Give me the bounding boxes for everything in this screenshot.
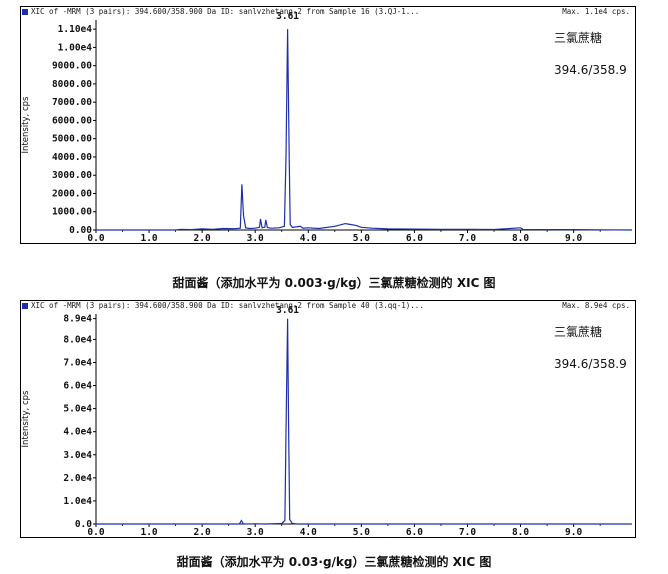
x-tick-label: 3.0	[247, 233, 264, 244]
x-tick-label: 1.0	[140, 233, 157, 244]
compound-name-annotation: 三氯蔗糖	[554, 324, 602, 339]
panel-frame	[20, 300, 636, 538]
y-tick-label: 1000.00	[52, 207, 92, 218]
figure-caption-2: 甜面酱（添加水平为 0.03·g/kg）三氯蔗糖检测的 XIC 图	[176, 555, 492, 569]
y-tick-label: 6.0e4	[63, 381, 92, 392]
x-tick-label: 2.0	[194, 527, 211, 538]
x-tick-label: 0.0	[87, 527, 104, 538]
y-tick-label: 1.10e4	[58, 24, 93, 35]
x-tick-label: 9.0	[565, 233, 582, 244]
y-axis-label: Intensity, cps	[21, 390, 31, 447]
y-tick-label: 3.0e4	[63, 450, 92, 461]
y-tick-label: 2000.00	[52, 188, 92, 199]
series-line	[96, 29, 633, 231]
max-intensity-label: Max. 8.9e4 cps.	[562, 301, 630, 310]
x-tick-label: 3.0	[247, 527, 264, 538]
x-tick-label: 9.0	[565, 527, 582, 538]
peak-label: 3.61	[276, 305, 299, 316]
x-tick-label: 4.0	[300, 233, 317, 244]
chromatogram-panel-1: 0.00 1000.00 2000.00 3000.00 4000.00 5000.00 6…	[20, 6, 636, 244]
y-axis-label: Intensity, cps	[21, 96, 31, 153]
y-tick-label: 6000.00	[52, 115, 92, 126]
x-axis-label: Time, min	[346, 243, 397, 244]
y-tick-label: 8.0e4	[63, 334, 92, 345]
y-tick-label: 8.9e4	[63, 314, 92, 325]
transition-annotation: 394.6/358.9	[554, 63, 627, 77]
x-axis-label: Time, min	[346, 537, 397, 538]
y-tick-label: 7.0e4	[63, 357, 92, 368]
y-tick-label: 7000.00	[52, 97, 92, 108]
peak-label: 3.61	[276, 11, 299, 22]
series-marker-icon	[22, 303, 28, 309]
y-tick-label: 5000.00	[52, 134, 92, 145]
y-tick-label: 8000.00	[52, 79, 92, 90]
x-tick-label: 2.0	[194, 233, 211, 244]
max-intensity-label: Max. 1.1e4 cps.	[562, 7, 630, 16]
y-tick-label: 3000.00	[52, 170, 92, 181]
y-tick-label: 1.00e4	[58, 42, 93, 53]
chart-header-text: XIC of -MRM (3 pairs): 394.600/358.900 D…	[31, 7, 420, 16]
y-tick-label: 0.00	[69, 225, 92, 236]
y-tick-label: 9000.00	[52, 61, 92, 72]
chart-header-text: XIC of -MRM (3 pairs): 394.600/358.900 D…	[31, 301, 424, 310]
x-tick-label: 7.0	[459, 233, 476, 244]
x-tick-label: 7.0	[459, 527, 476, 538]
y-tick-label: 1.0e4	[63, 496, 92, 507]
y-tick-label: 4.0e4	[63, 427, 92, 438]
series-marker-icon	[22, 9, 28, 15]
panel-frame	[20, 6, 636, 244]
x-tick-label: 5.0	[353, 527, 370, 538]
figure-caption-1: 甜面酱（添加水平为 0.003·g/kg）三氯蔗糖检测的 XIC 图	[172, 276, 496, 290]
y-tick-label: 4000.00	[52, 152, 92, 163]
chart-header-1: XIC of -MRM (3 pairs): 394.600/358.900 D…	[20, 6, 636, 17]
x-tick-label: 4.0	[300, 527, 317, 538]
chromatogram-panel-2: 0.0 1.0e4 2.0e4 3.0e4 4.0e4 5.0e4 6.0e4 7.0e4 8.…	[20, 300, 636, 538]
y-tick-label: 2.0e4	[63, 473, 92, 484]
chromatogram-chart-1: 0.00 1000.00 2000.00 3000.00 4000.00 5000.00 6…	[20, 6, 636, 244]
y-tick-label: 0.0	[75, 519, 92, 530]
x-tick-label: 8.0	[512, 233, 529, 244]
x-tick-label: 0.0	[87, 233, 104, 244]
chromatogram-chart-2: 0.0 1.0e4 2.0e4 3.0e4 4.0e4 5.0e4 6.0e4 7.0e4 8.…	[20, 300, 636, 538]
x-tick-label: 1.0	[140, 527, 157, 538]
chart-header-2: XIC of -MRM (3 pairs): 394.600/358.900 D…	[20, 300, 636, 311]
x-tick-label: 6.0	[406, 527, 423, 538]
y-tick-label: 5.0e4	[63, 404, 92, 415]
x-tick-label: 6.0	[406, 233, 423, 244]
transition-annotation: 394.6/358.9	[554, 357, 627, 371]
x-tick-label: 5.0	[353, 233, 370, 244]
series-line	[96, 318, 632, 525]
x-tick-label: 8.0	[512, 527, 529, 538]
compound-name-annotation: 三氯蔗糖	[554, 30, 602, 45]
